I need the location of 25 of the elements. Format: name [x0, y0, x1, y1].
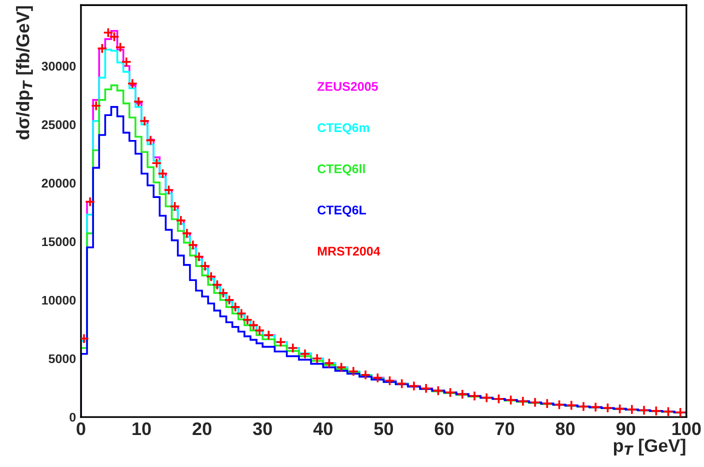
- text: CTEQ6m: [318, 123, 370, 134]
- x-tick-label: 80: [556, 422, 575, 436]
- y-tick-label: 30000: [42, 62, 76, 71]
- x-tick-label: 60: [434, 422, 454, 436]
- text: MRST2004: [318, 246, 380, 256]
- x-tick-label: 90: [616, 422, 636, 436]
- y-tick-label: 5000: [48, 354, 76, 364]
- x-axis-title: p$_{T}$ [GeV]: [614, 438, 686, 456]
- y-tick-label: 0: [70, 412, 76, 422]
- x-tick-label: 70: [496, 422, 514, 436]
- y-axis-title: dσ/dp$_{T}$ [fb/GeV]: [16, 6, 33, 140]
- y-tick-label: 25000: [42, 120, 76, 130]
- text: CTEQ6ll: [318, 164, 365, 176]
- x-tick-label: 0: [76, 422, 86, 436]
- y-tick-label: 15000: [42, 237, 76, 246]
- x-tick-label: 20: [192, 422, 212, 436]
- text: ZEUS2005: [317, 82, 378, 91]
- x-tick-label: 100: [672, 422, 701, 436]
- x-tick-label: 50: [374, 422, 393, 436]
- x-tick-label: 10: [132, 422, 151, 436]
- x-tick-label: 40: [313, 422, 332, 436]
- x-tick-label: 30: [252, 422, 272, 436]
- text: CTEQ6L: [318, 206, 366, 217]
- y-tick-label: 20000: [42, 178, 76, 188]
- y-tick-label: 10000: [42, 296, 76, 305]
